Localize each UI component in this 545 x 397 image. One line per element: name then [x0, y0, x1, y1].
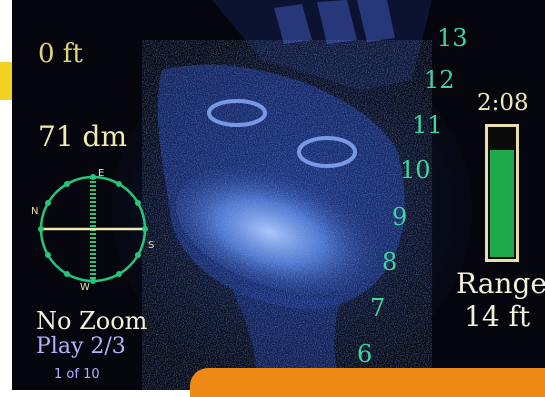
battery-level: [490, 150, 514, 257]
range-tick-11: 11: [412, 111, 443, 139]
compass-icon: E N S W: [31, 168, 154, 293]
range-tick-12: 12: [424, 66, 455, 94]
range-label: Range: [456, 267, 545, 300]
compass-mark-n: N: [31, 206, 38, 217]
range-tick-10: 10: [400, 156, 431, 184]
record-timer: 2:08: [477, 90, 529, 116]
range-tick-8: 8: [382, 248, 398, 276]
battery-icon: [485, 124, 519, 262]
accent-tab: [0, 62, 12, 100]
sonar-display: 0 ft 71 dm E N S W No Zoom Play 2/3 1 of…: [12, 0, 545, 390]
depth-dm-readout: 71 dm: [38, 120, 128, 153]
depth-ft-readout: 0 ft: [38, 39, 83, 69]
range-value: 14 ft: [464, 300, 531, 333]
compass-mark-w: W: [80, 282, 90, 293]
range-tick-6: 6: [357, 340, 373, 368]
device-bezel: [190, 368, 545, 397]
range-tick-9: 9: [392, 203, 408, 231]
frame-counter: 1 of 10: [54, 367, 100, 382]
sonar-image: [112, 0, 472, 390]
compass-mark-s: S: [148, 240, 154, 251]
zoom-status: No Zoom: [36, 307, 148, 335]
compass-mark-e: E: [98, 168, 104, 179]
range-tick-13: 13: [437, 24, 468, 52]
playback-status: Play 2/3: [36, 334, 126, 359]
range-tick-7: 7: [370, 294, 386, 322]
